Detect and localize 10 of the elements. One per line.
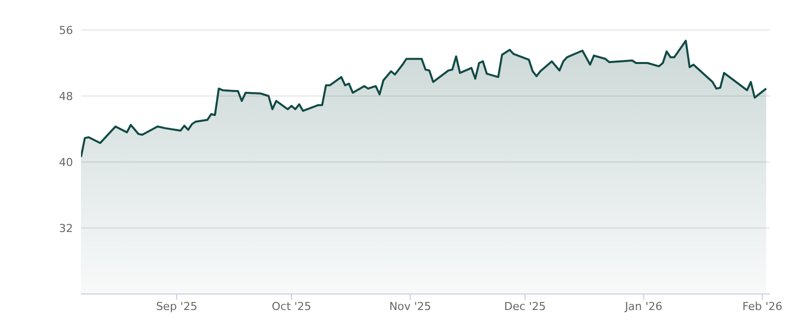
y-tick-label: 56 [59, 24, 73, 37]
y-tick-label: 48 [59, 90, 73, 103]
x-tick-label: Nov '25 [389, 300, 432, 313]
x-tick-label: Feb '26 [742, 300, 782, 313]
y-tick-label: 40 [59, 156, 73, 169]
x-tick-label: Dec '25 [504, 300, 546, 313]
x-tick-label: Jan '26 [624, 300, 662, 313]
x-tick-label: Oct '25 [272, 300, 312, 313]
y-tick-label: 32 [59, 222, 73, 235]
x-tick-label: Sep '25 [156, 300, 198, 313]
